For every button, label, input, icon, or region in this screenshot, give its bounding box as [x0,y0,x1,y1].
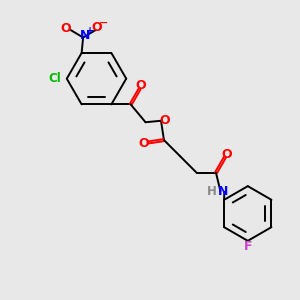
Text: O: O [159,114,170,127]
Text: O: O [136,80,146,92]
Text: O: O [92,21,102,34]
Text: H: H [207,185,217,198]
Text: N: N [80,29,90,43]
Text: Cl: Cl [49,72,62,85]
Text: −: − [99,18,109,28]
Text: O: O [139,137,149,150]
Text: +: + [86,26,94,36]
Text: F: F [244,240,253,253]
Text: N: N [218,185,228,198]
Text: O: O [221,148,232,161]
Text: O: O [61,22,71,35]
